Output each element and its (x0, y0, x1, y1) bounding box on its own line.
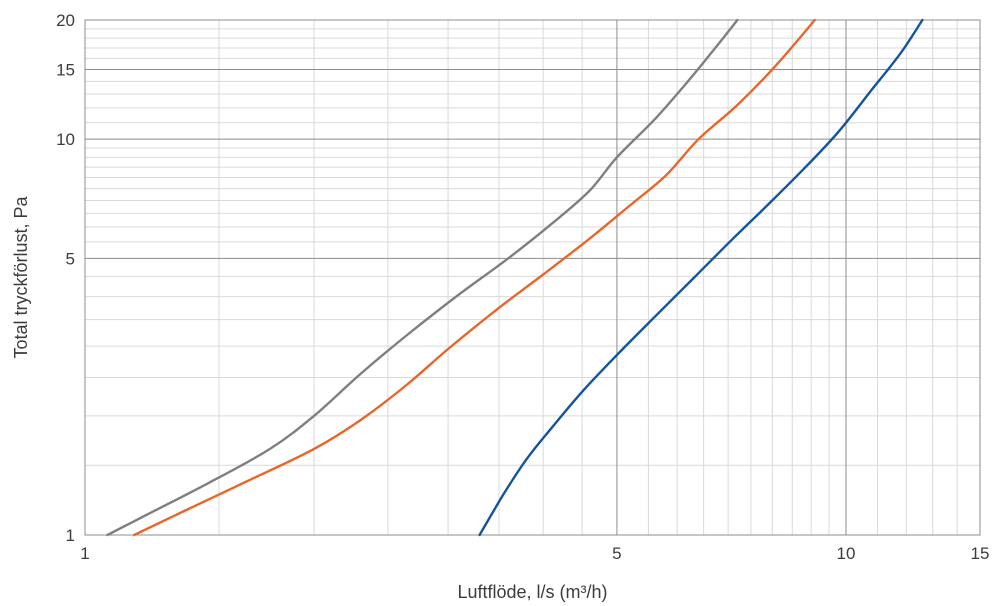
series-line-1 (106, 18, 739, 537)
y-tick-label: 1 (66, 526, 75, 545)
y-tick-label: 10 (56, 130, 75, 149)
series-line-3 (478, 18, 924, 537)
x-axis-title: Luftflöde, l/s (m³/h) (457, 582, 607, 602)
series-line-2 (132, 18, 816, 537)
y-tick-label: 15 (56, 60, 75, 79)
x-tick-label: 10 (837, 544, 856, 563)
x-tick-label: 5 (612, 544, 621, 563)
plot-area-frame (84, 19, 981, 536)
x-tick-label: 1 (80, 544, 89, 563)
series-lines (106, 18, 924, 537)
y-tick-label: 20 (56, 11, 75, 30)
y-axis-title: Total tryckförlust, Pa (11, 195, 31, 358)
x-axis-ticks: 1 5 10 15 (80, 544, 989, 563)
y-tick-label: 5 (66, 249, 75, 268)
minor-grid (85, 20, 980, 535)
x-tick-label: 15 (971, 544, 990, 563)
